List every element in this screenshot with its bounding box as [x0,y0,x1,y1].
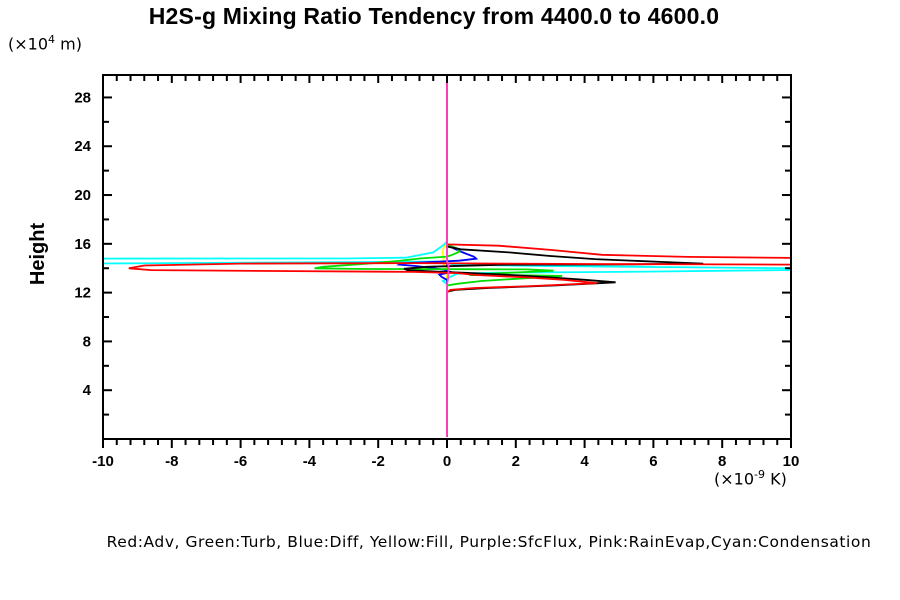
x-axis-unit-label: (×10-9 K) [714,468,787,489]
series-Turb [314,75,563,437]
tick-label: -2 [372,453,385,470]
tick-label: -6 [234,453,247,470]
tick-label: -8 [165,453,178,470]
tick-label: 8 [718,453,726,470]
tick-label: 4 [83,382,92,399]
tick-label: 10 [783,453,800,470]
tick-label: 2 [512,453,520,470]
tick-label: 16 [74,236,91,253]
series-Condensation [103,75,791,437]
tick-label: 8 [83,333,91,350]
tick-label: 12 [74,285,91,302]
series-Fill [441,75,448,437]
chart-title: H2S-g Mixing Ratio Tendency from 4400.0 … [148,3,720,29]
tick-label: -4 [303,453,317,470]
tick-label: 0 [443,453,451,470]
series-RainEvap [446,75,450,437]
legend-text: Red:Adv, Green:Turb, Blue:Diff, Yellow:F… [106,533,872,551]
y-axis-unit-label: (×104 m) [8,33,82,54]
tick-label: 20 [74,187,91,204]
tick-label: 4 [580,453,589,470]
tick-label: 6 [649,453,657,470]
tick-label: 28 [74,89,91,106]
tick-label: 24 [74,138,91,155]
tick-label: -10 [92,453,114,470]
series-Adv [128,75,791,437]
